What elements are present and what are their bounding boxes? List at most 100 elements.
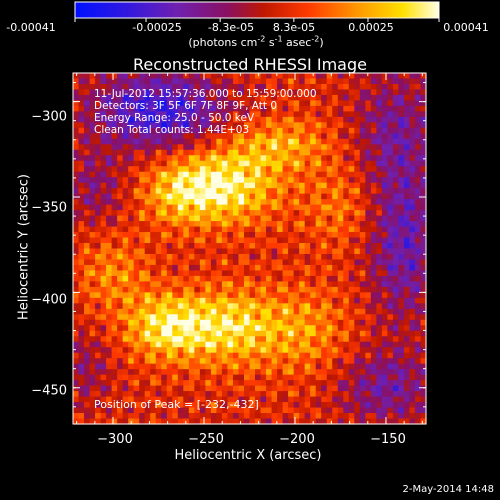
heatmap-cell	[365, 149, 372, 156]
heatmap-cell	[277, 105, 284, 112]
heatmap-cell	[414, 374, 422, 381]
heatmap-cell	[398, 83, 405, 91]
heatmap-cell	[293, 275, 300, 282]
heatmap-cell	[183, 100, 190, 107]
heatmap-cell	[150, 111, 157, 118]
heatmap-cell	[78, 166, 85, 173]
heatmap-cell	[255, 264, 262, 272]
heatmap-cell	[354, 210, 361, 217]
heatmap-cell	[293, 352, 300, 359]
heatmap-cell	[266, 83, 273, 91]
heatmap-cell	[100, 358, 107, 365]
heatmap-cell	[161, 215, 168, 222]
heatmap-cell	[359, 210, 366, 217]
heatmap-cell	[78, 144, 85, 151]
heatmap-cell	[387, 243, 394, 250]
heatmap-cell	[78, 232, 85, 239]
heatmap-cell	[194, 160, 201, 167]
heatmap-cell	[260, 319, 267, 326]
heatmap-cell	[359, 149, 366, 156]
heatmap-cell	[288, 78, 295, 85]
heatmap-cell	[348, 73, 355, 80]
heatmap-cell	[155, 144, 162, 151]
heatmap-cell	[403, 292, 411, 299]
heatmap-cell	[210, 275, 218, 282]
heatmap-cell	[420, 374, 427, 381]
heatmap-cell	[420, 78, 427, 85]
heatmap-cell	[122, 248, 129, 255]
heatmap-cell	[227, 286, 234, 293]
heatmap-cell	[260, 374, 267, 381]
heatmap-cell	[310, 232, 317, 239]
heatmap-cell	[282, 133, 289, 140]
heatmap-cell	[403, 204, 411, 211]
heatmap-cell	[172, 210, 179, 217]
heatmap-cell	[144, 319, 151, 326]
heatmap-cell	[392, 363, 400, 370]
heatmap-cell	[155, 297, 162, 304]
heatmap-cell	[332, 352, 339, 359]
heatmap-cell	[310, 259, 317, 266]
heatmap-cell	[84, 122, 91, 129]
heatmap-cell	[299, 127, 306, 134]
heatmap-cell	[343, 281, 350, 288]
heatmap-cell	[183, 347, 190, 354]
heatmap-cell	[409, 100, 416, 107]
heatmap-cell	[122, 193, 129, 200]
heatmap-cell	[89, 226, 96, 233]
heatmap-cell	[188, 396, 195, 403]
heatmap-cell	[155, 292, 162, 299]
heatmap-cell	[216, 122, 223, 129]
heatmap-cell	[271, 193, 278, 200]
heatmap-cell	[255, 336, 262, 343]
heatmap-cell	[144, 314, 151, 321]
heatmap-cell	[183, 341, 190, 348]
plot-frame	[72, 72, 427, 425]
heatmap-cell	[216, 374, 223, 381]
heatmap-cell	[183, 138, 190, 145]
heatmap-cell	[221, 138, 229, 145]
heatmap-cell	[161, 314, 168, 321]
heatmap-cell	[249, 281, 256, 288]
heatmap-cell	[243, 264, 251, 272]
heatmap-cell	[332, 385, 339, 392]
heatmap-cell	[210, 171, 218, 178]
heatmap-cell	[398, 94, 405, 102]
heatmap-cell	[139, 210, 146, 217]
heatmap-cell	[359, 105, 366, 112]
heatmap-cell	[288, 418, 295, 425]
heatmap-cell	[133, 385, 140, 392]
heatmap-cell	[332, 199, 339, 206]
heatmap-cell	[232, 133, 240, 140]
heatmap-cell	[304, 210, 311, 217]
heatmap-cell	[177, 253, 184, 261]
heatmap-cell	[365, 413, 372, 420]
heatmap-cell	[172, 275, 179, 282]
heatmap-cell	[199, 138, 206, 145]
heatmap-cell	[326, 325, 333, 332]
heatmap-cell	[332, 243, 339, 250]
heatmap-cell	[398, 144, 405, 151]
heatmap-cell	[414, 83, 422, 91]
heatmap-cell	[177, 374, 184, 381]
heatmap-cell	[249, 100, 256, 107]
heatmap-cell	[106, 226, 113, 233]
heatmap-cell	[205, 138, 212, 145]
heatmap-cell	[210, 149, 218, 156]
heatmap-cell	[381, 418, 388, 425]
heatmap-cell	[326, 193, 333, 200]
heatmap-cell	[271, 330, 278, 337]
heatmap-cell	[73, 303, 80, 310]
heatmap-cell	[183, 259, 190, 266]
heatmap-cell	[227, 374, 234, 381]
heatmap-cell	[326, 127, 333, 134]
heatmap-cell	[288, 177, 295, 184]
heatmap-cell	[370, 160, 377, 167]
heatmap-cell	[304, 385, 311, 392]
heatmap-cell	[144, 259, 151, 266]
heatmap-cell	[89, 171, 96, 178]
heatmap-cell	[205, 133, 212, 140]
heatmap-cell	[387, 297, 394, 304]
heatmap-cell	[387, 215, 394, 222]
heatmap-cell	[89, 122, 96, 129]
